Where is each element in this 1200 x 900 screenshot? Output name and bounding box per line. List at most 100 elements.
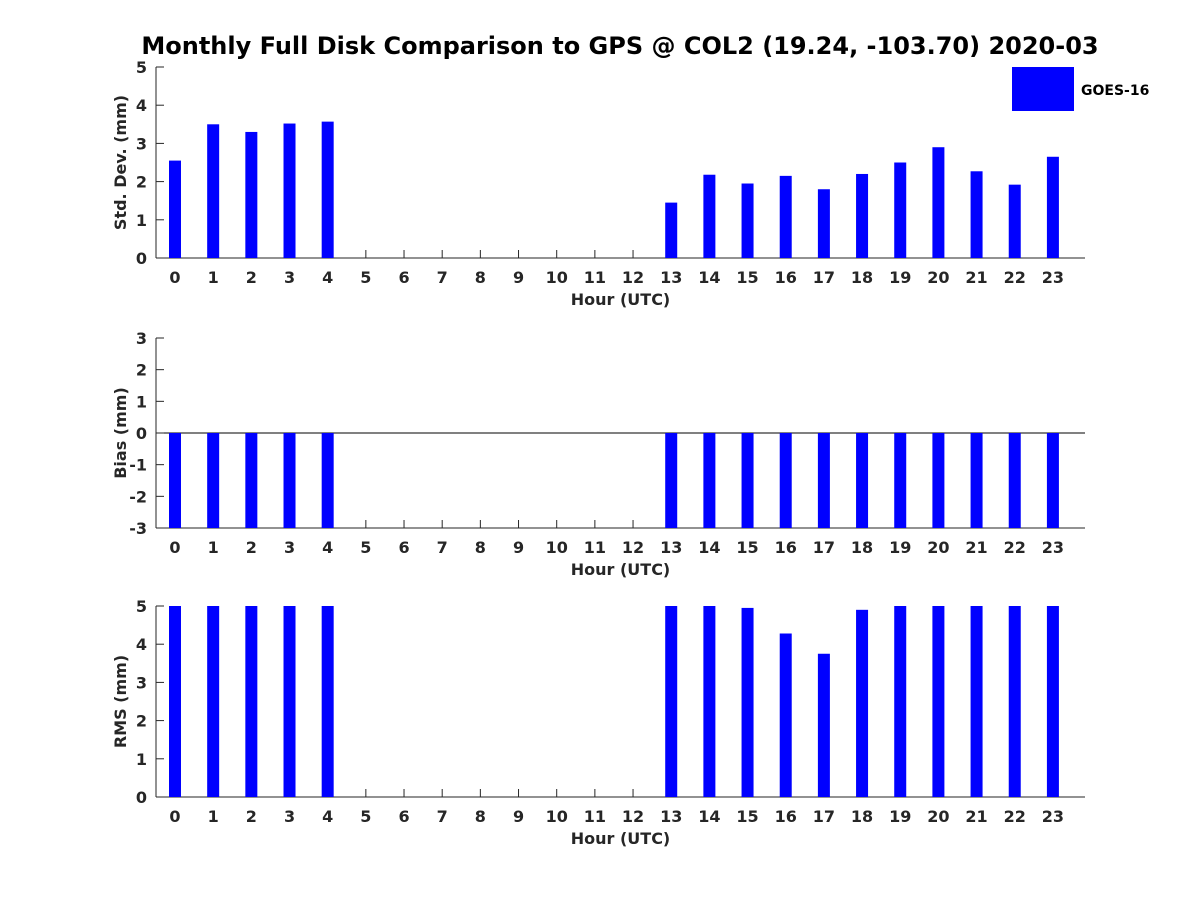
bar-hour-20 (932, 147, 945, 258)
x-tick-label: 9 (513, 268, 524, 287)
y-tick-label: 4 (136, 635, 147, 654)
y-tick-label: 2 (136, 173, 147, 192)
legend-label: GOES-16 (1081, 83, 1149, 99)
y-tick-label: 0 (136, 788, 147, 807)
bar-hour-14 (703, 174, 716, 258)
x-tick-label: 0 (169, 807, 180, 826)
y-tick-label: 2 (136, 712, 147, 731)
x-tick-label: 18 (851, 807, 873, 826)
legend: GOES-16 (1012, 67, 1149, 111)
y-axis-label: RMS (mm) (111, 655, 130, 748)
y-tick-label: 0 (136, 249, 147, 268)
x-tick-label: 3 (284, 538, 295, 557)
x-tick-label: 16 (775, 807, 797, 826)
x-tick-label: 13 (660, 538, 682, 557)
x-tick-label: 20 (927, 807, 949, 826)
bar-hour-3 (283, 433, 296, 528)
y-tick-label: 1 (136, 211, 147, 230)
x-tick-label: 2 (246, 268, 257, 287)
bar-hour-20 (932, 606, 945, 797)
x-tick-label: 4 (322, 268, 333, 287)
x-axis-label: Hour (UTC) (571, 829, 671, 848)
y-tick-label: 1 (136, 392, 147, 411)
bar-hour-23 (1046, 606, 1059, 797)
bar-hour-13 (665, 606, 678, 797)
y-tick-label: 4 (136, 96, 147, 115)
x-tick-label: 2 (246, 807, 257, 826)
y-tick-label: -3 (129, 519, 147, 538)
bar-hour-1 (207, 433, 220, 528)
bar-hour-17 (817, 433, 830, 528)
bar-hour-19 (894, 433, 907, 528)
bar-hour-17 (817, 189, 830, 258)
x-tick-label: 17 (813, 538, 835, 557)
x-tick-label: 14 (698, 807, 720, 826)
x-tick-label: 8 (475, 268, 486, 287)
bar-hour-23 (1046, 433, 1059, 528)
x-tick-label: 19 (889, 807, 911, 826)
bar-hour-4 (321, 121, 334, 258)
bar-hour-22 (1008, 433, 1021, 528)
bar-hour-21 (970, 171, 983, 258)
bar-hour-15 (741, 183, 754, 258)
legend-swatch (1012, 67, 1074, 111)
x-tick-label: 21 (965, 807, 987, 826)
x-tick-label: 6 (398, 268, 409, 287)
y-tick-label: 0 (136, 424, 147, 443)
x-tick-label: 7 (437, 807, 448, 826)
x-tick-label: 11 (584, 268, 606, 287)
y-tick-label: 3 (136, 134, 147, 153)
bar-hour-18 (856, 609, 869, 797)
x-tick-label: 14 (698, 538, 720, 557)
x-tick-label: 13 (660, 268, 682, 287)
x-tick-label: 19 (889, 538, 911, 557)
bar-hour-19 (894, 606, 907, 797)
x-tick-label: 23 (1042, 538, 1064, 557)
y-tick-label: 5 (136, 597, 147, 616)
bar-hour-16 (779, 633, 792, 797)
x-tick-label: 21 (965, 538, 987, 557)
bar-hour-20 (932, 433, 945, 528)
x-tick-label: 9 (513, 807, 524, 826)
x-tick-label: 4 (322, 538, 333, 557)
x-tick-label: 15 (736, 538, 758, 557)
x-tick-label: 21 (965, 268, 987, 287)
y-tick-label: 5 (136, 58, 147, 77)
bar-hour-0 (169, 160, 181, 258)
x-tick-label: 18 (851, 268, 873, 287)
x-tick-label: 7 (437, 268, 448, 287)
x-tick-label: 5 (360, 268, 371, 287)
figure-title: Monthly Full Disk Comparison to GPS @ CO… (141, 32, 1098, 60)
x-tick-label: 19 (889, 268, 911, 287)
bar-hour-14 (703, 433, 716, 528)
x-tick-label: 7 (437, 538, 448, 557)
bar-hour-13 (665, 202, 678, 258)
bar-hour-22 (1008, 606, 1021, 797)
bar-hour-2 (245, 433, 258, 528)
x-tick-label: 2 (246, 538, 257, 557)
x-tick-label: 5 (360, 807, 371, 826)
x-tick-label: 10 (546, 807, 568, 826)
y-tick-label: 3 (136, 673, 147, 692)
bar-hour-15 (741, 433, 754, 528)
x-tick-label: 22 (1004, 538, 1026, 557)
x-tick-label: 3 (284, 268, 295, 287)
bar-hour-2 (245, 606, 258, 797)
bar-hour-16 (779, 433, 792, 528)
bar-hour-3 (283, 123, 296, 258)
bar-hour-1 (207, 124, 220, 258)
x-tick-label: 10 (546, 538, 568, 557)
bar-hour-21 (970, 433, 983, 528)
x-tick-label: 6 (398, 807, 409, 826)
x-tick-label: 1 (208, 538, 219, 557)
bar-hour-0 (169, 606, 181, 797)
x-tick-label: 11 (584, 807, 606, 826)
y-tick-label: -2 (129, 487, 147, 506)
x-tick-label: 0 (169, 268, 180, 287)
bar-hour-4 (321, 606, 334, 797)
x-tick-label: 1 (208, 807, 219, 826)
x-tick-label: 17 (813, 807, 835, 826)
